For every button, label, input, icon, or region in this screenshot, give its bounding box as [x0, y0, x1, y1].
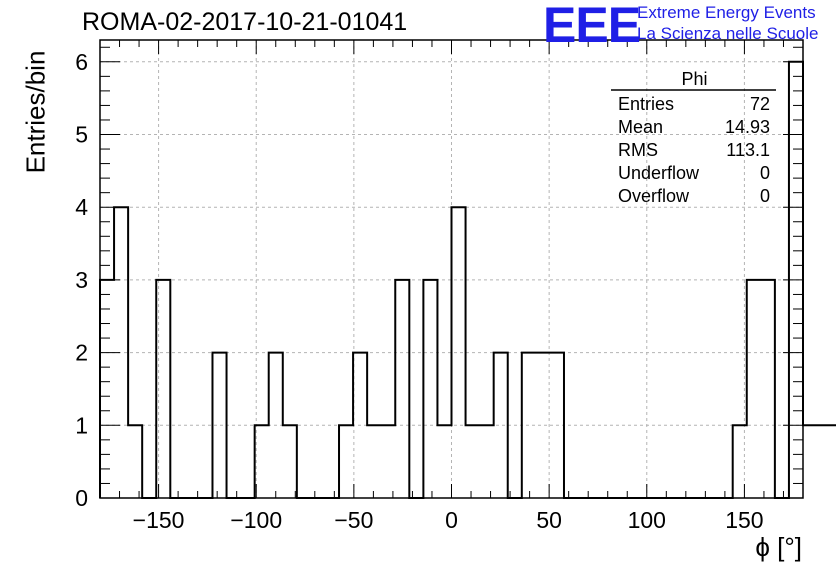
x-tick-label: −100 — [230, 507, 282, 533]
y-tick-label: 0 — [75, 485, 88, 511]
histogram-bin — [466, 425, 480, 498]
eee-logo: EEE — [543, 0, 641, 53]
histogram-bin — [100, 280, 114, 498]
y-tick-label: 1 — [75, 412, 88, 438]
histogram-bin — [831, 425, 836, 498]
histogram-bin — [437, 425, 451, 498]
stats-row-value: 0 — [760, 163, 770, 183]
stats-row-value: 0 — [760, 186, 770, 206]
histogram-bin — [395, 280, 409, 498]
stats-row-label: Mean — [618, 117, 663, 137]
x-axis-label: ϕ [°] — [755, 532, 802, 562]
stats-row-value: 113.1 — [726, 140, 770, 160]
x-tick-label: −50 — [334, 507, 373, 533]
x-tick-label: 50 — [536, 507, 562, 533]
stats-row-value: 14.93 — [725, 117, 770, 137]
histogram-bin — [283, 425, 297, 498]
stats-row-label: Overflow — [618, 186, 690, 206]
histogram-bin — [423, 280, 437, 498]
logo-line-1: Extreme Energy Events — [637, 3, 816, 22]
y-tick-label: 5 — [75, 122, 88, 148]
histogram-bin — [367, 425, 381, 498]
y-tick-label: 4 — [75, 194, 88, 220]
x-tick-label: 150 — [725, 507, 763, 533]
histogram-bin — [803, 425, 817, 498]
histogram-bin — [255, 425, 269, 498]
y-tick-label: 2 — [75, 340, 88, 366]
histogram-bin — [381, 425, 395, 498]
logo-line-2: La Scienza nelle Scuole — [637, 24, 819, 43]
stats-row-label: Entries — [618, 94, 674, 114]
y-tick-label: 3 — [75, 267, 88, 293]
histogram-bin — [494, 353, 508, 498]
histogram-bin — [452, 207, 466, 498]
stats-box-name: Phi — [681, 69, 707, 89]
histogram-bin — [761, 280, 775, 498]
histogram-bin — [128, 425, 142, 498]
stats-row-label: RMS — [618, 140, 658, 160]
x-tick-label: 0 — [445, 507, 458, 533]
stats-row-label: Underflow — [618, 163, 700, 183]
stats-box: Phi Entries 72 Mean 14.93 RMS 113.1 Underflow 0 O… — [611, 69, 776, 206]
histogram-bin — [480, 425, 494, 498]
chart-title: ROMA-02-2017-10-21-01041 — [82, 8, 408, 36]
axis-ticks — [100, 40, 803, 499]
x-tick-label: −150 — [133, 507, 185, 533]
histogram-bin — [339, 425, 353, 498]
stats-row-value: 72 — [750, 94, 770, 114]
tick-labels: −150 −100 −50 0 50 100 150 0 1 2 3 4 5 6 — [75, 49, 763, 533]
y-tick-label: 6 — [75, 49, 88, 75]
histogram-bin — [747, 280, 761, 498]
y-axis-label: Entries/bin — [20, 50, 51, 174]
x-tick-label: 100 — [628, 507, 666, 533]
histogram-bin — [817, 425, 831, 498]
histogram-bin — [536, 353, 550, 498]
